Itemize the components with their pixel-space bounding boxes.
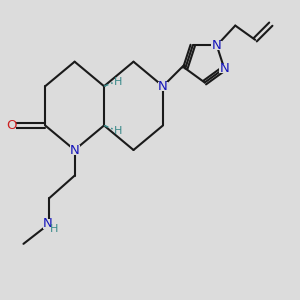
Text: N: N	[158, 80, 168, 93]
Bar	[43, 219, 55, 229]
Text: H: H	[113, 126, 122, 136]
Text: N: N	[43, 218, 52, 230]
Text: N: N	[219, 62, 229, 75]
Bar	[158, 82, 168, 91]
Text: H: H	[113, 77, 122, 87]
Bar	[219, 64, 230, 73]
Text: H: H	[50, 224, 58, 234]
Bar	[6, 121, 16, 130]
Bar	[212, 41, 222, 50]
Text: O: O	[6, 119, 16, 132]
Text: N: N	[212, 39, 222, 52]
Text: N: N	[70, 143, 80, 157]
Bar	[70, 146, 80, 154]
